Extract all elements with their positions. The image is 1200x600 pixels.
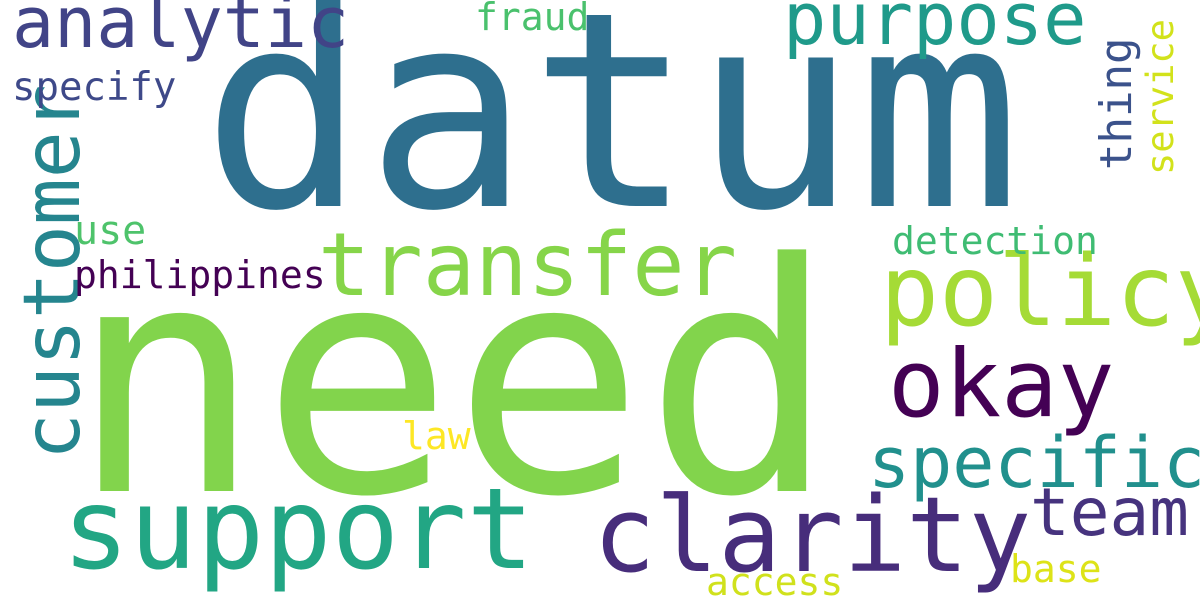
word-support: support <box>62 465 535 595</box>
word-philippines: philippines <box>74 253 326 297</box>
word-need: need <box>70 196 836 566</box>
word-purpose: purpose <box>783 0 1087 61</box>
word-service: service <box>1139 19 1182 175</box>
word-datum: datum <box>202 0 1021 271</box>
word-base: base <box>1010 547 1102 591</box>
word-thing: thing <box>1091 37 1142 170</box>
word-access: access <box>706 560 844 600</box>
word-fraud: fraud <box>475 0 590 39</box>
word-detection: detection <box>892 219 1098 263</box>
word-okay: okay <box>888 330 1115 439</box>
word-clarity: clarity <box>593 474 1032 596</box>
word-policy: policy <box>880 235 1200 349</box>
word-law: law <box>402 414 471 458</box>
word-specify: specify <box>12 65 177 110</box>
word-transfer: transfer <box>318 214 738 316</box>
word-use: use <box>74 208 147 254</box>
word-team: team <box>1030 474 1189 551</box>
word-specific: specific <box>868 422 1200 504</box>
word-analytic: analytic <box>12 0 350 64</box>
